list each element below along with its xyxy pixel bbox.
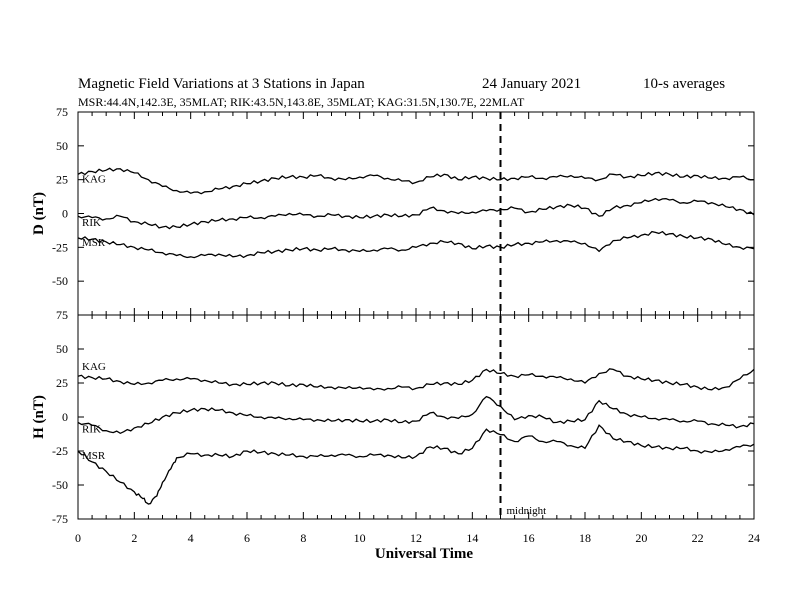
x-tick-label: 8: [300, 531, 306, 545]
y-tick-label-h: -50: [52, 478, 68, 492]
y-tick-label-d: 25: [56, 173, 68, 187]
series-line-msr-h: [77, 424, 755, 505]
chart-date: 24 January 2021: [482, 76, 581, 92]
x-tick-label: 16: [523, 531, 535, 545]
y-tick-label-h: 75: [56, 308, 68, 322]
series-line-rik-d: [77, 197, 755, 230]
series-label-rik-h: RIK: [82, 423, 101, 435]
x-tick-label: 12: [410, 531, 422, 545]
series-label-kag-d: KAG: [82, 173, 106, 185]
x-tick-label: 2: [131, 531, 137, 545]
plot-frame-h: [77, 314, 755, 520]
y-tick-label-h: -75: [52, 512, 68, 526]
y-axis-label-h: H (nT): [31, 395, 47, 439]
x-tick-label: 20: [635, 531, 647, 545]
series-line-kag-d: [77, 167, 755, 195]
x-axis-label: Universal Time: [375, 546, 474, 562]
x-tick-label: 4: [188, 531, 194, 545]
x-tick-label: 6: [244, 531, 250, 545]
y-tick-label-h: -25: [52, 444, 68, 458]
y-axis-label-d: D (nT): [31, 192, 47, 235]
chart-title: Magnetic Field Variations at 3 Stations …: [78, 76, 365, 92]
x-tick-label: 22: [692, 531, 704, 545]
y-tick-label-d: -50: [52, 274, 68, 288]
x-tick-label: 14: [466, 531, 478, 545]
series-line-kag-h: [77, 368, 755, 391]
series-line-rik-h: [77, 395, 755, 435]
y-tick-label-h: 0: [62, 410, 68, 424]
series-label-msr-h: MSR: [82, 450, 106, 462]
y-tick-label-d: 0: [62, 207, 68, 221]
d-component-panel: -50 -25 0 25 50 75 D (nT) KAG RIK MSR: [31, 105, 755, 316]
h-component-panel: -75 -50 -25 0 25 50 75 H (nT) KAG RIK MSR: [31, 308, 755, 526]
series-label-msr-d: MSR: [82, 237, 106, 249]
series-label-kag-h: KAG: [82, 361, 106, 373]
x-tick-label: 18: [579, 531, 591, 545]
series-line-msr-d: [77, 230, 755, 259]
y-tick-label-d: -25: [52, 240, 68, 254]
y-tick-label-h: 50: [56, 342, 68, 356]
series-label-rik-d: RIK: [82, 217, 101, 229]
chart-averaging: 10-s averages: [643, 76, 725, 92]
x-tick-label: 0: [75, 531, 81, 545]
x-tick-label: 10: [354, 531, 366, 545]
y-tick-label-d: 75: [56, 105, 68, 119]
x-axis: 0 2 4 6 8 10 12 14 16 18 20 22 24: [75, 531, 760, 545]
plot-frame-d: [77, 111, 755, 316]
station-coordinates: MSR:44.4N,142.3E, 35MLAT; RIK:43.5N,143.…: [78, 95, 525, 109]
midnight-marker-label: midnight: [507, 505, 547, 517]
x-tick-label: 24: [748, 531, 760, 545]
y-tick-label-d: 50: [56, 139, 68, 153]
y-tick-label-h: 25: [56, 376, 68, 390]
